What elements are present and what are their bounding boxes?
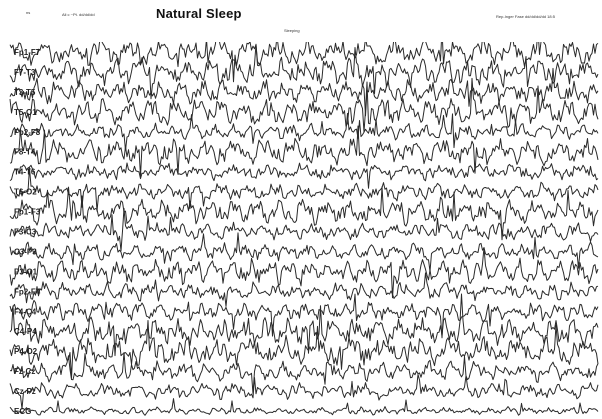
channel-label: T3-T5 <box>14 88 36 97</box>
record-info: Rep-Inger Fase dd/dd/dd/dd 18:5 <box>496 14 555 19</box>
channel-label: T5-O1 <box>14 108 37 117</box>
page-title: Natural Sleep <box>156 6 242 21</box>
trace-fp2-f4 <box>9 272 599 307</box>
channel-label: C4-P4 <box>14 327 37 336</box>
channel-label: F3-C3 <box>14 228 37 237</box>
trace-fp1-f3 <box>9 186 599 241</box>
trace-cz-pz <box>9 373 599 410</box>
channel-label: Fp1-F3 <box>14 208 41 217</box>
trace-fp1-f7 <box>9 42 599 83</box>
trace-t4-t6 <box>9 162 599 189</box>
channel-label: Fz-Cz <box>14 367 35 376</box>
trace-f7-t3 <box>9 43 599 100</box>
channel-label: Cz-Pz <box>14 387 36 396</box>
eeg-trace-panel: Fp1-F7 F7-T3 T3-T5 T5-O1 Fp2-F8 F8-T4 T4-T6 T6-… <box>0 42 602 419</box>
trace-p3-o1 <box>9 247 599 299</box>
channel-label: Fp2-F4 <box>14 287 41 296</box>
corner-label: ns <box>26 10 31 15</box>
eeg-traces: Fp1-F7 F7-T3 T3-T5 T5-O1 Fp2-F8 F8-T4 T4-T6 T6-… <box>9 42 599 416</box>
state-subtitle: Sleeping <box>284 28 300 33</box>
channel-label: T6-O2 <box>14 188 37 197</box>
trace-t3-t5 <box>9 67 599 117</box>
channel-label: T4-T6 <box>14 168 36 177</box>
trace-f3-c3 <box>9 207 599 252</box>
trace-f4-c4 <box>9 293 599 339</box>
channel-label: C3-P3 <box>14 247 37 256</box>
channel-label: F8-T4 <box>14 148 36 157</box>
trace-c3-p3 <box>9 232 599 272</box>
channel-label: Fp2-F8 <box>14 128 41 137</box>
channel-label: F7-T3 <box>14 68 36 77</box>
channel-label: Fp1-F7 <box>14 48 41 57</box>
recording-header: ns Ali c ~Pt. dd/dd/dd Natural Sleep Sle… <box>0 0 602 40</box>
channel-label: ECG <box>14 407 31 416</box>
patient-info: Ali c ~Pt. dd/dd/dd <box>62 12 95 17</box>
trace-c4-p4 <box>9 293 599 357</box>
channel-label: P4-O2 <box>14 347 38 356</box>
trace-t5-o1 <box>9 77 599 133</box>
trace-p4-o2 <box>9 320 599 379</box>
channel-label: P3-O1 <box>14 267 38 276</box>
trace-fz-cz <box>9 352 599 395</box>
trace-t6-o2 <box>9 167 599 212</box>
trace-ecg <box>9 398 599 416</box>
trace-fp2-f8 <box>9 112 599 151</box>
channel-label: F4-C4 <box>14 307 37 316</box>
trace-f8-t4 <box>9 125 599 177</box>
